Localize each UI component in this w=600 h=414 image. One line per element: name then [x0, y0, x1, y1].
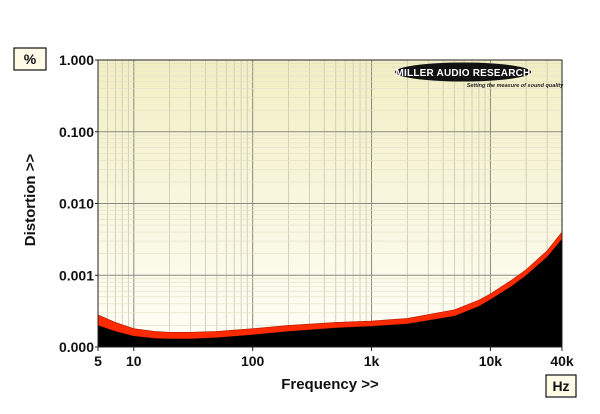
x-tick-label: 10k [479, 353, 503, 369]
x-tick-label: 1k [364, 353, 380, 369]
y-tick-label: 0.100 [59, 124, 94, 140]
x-unit-label: Hz [552, 378, 569, 394]
y-tick-label: 0.010 [59, 196, 94, 212]
y-tick-labels: 1.000 0.100 0.010 0.001 0.000 [59, 52, 98, 355]
y-unit-box [13, 47, 47, 71]
logo-tagline: Setting the measure of sound quality [467, 83, 565, 89]
y-tick-label: 0.001 [59, 267, 94, 283]
x-axis-title: Frequency >> [281, 376, 379, 393]
logo-name: MILLER AUDIO RESEARCH [396, 68, 531, 79]
distortion-area-lower [98, 239, 562, 347]
x-tick-label: 10 [126, 353, 142, 369]
x-tick-labels: 5 10 100 1k 10k 40k [94, 347, 574, 369]
y-tick-label: 0.000 [59, 339, 94, 355]
x-tick-label: 5 [94, 353, 102, 369]
y-axis-title: Distortion >> [22, 154, 39, 247]
miller-audio-research-logo: MILLER AUDIO RESEARCH Setting the measur… [395, 62, 565, 89]
x-tick-label: 40k [550, 353, 574, 369]
x-unit-box [545, 374, 577, 398]
x-tick-label: 100 [241, 353, 265, 369]
y-tick-label: 1.000 [59, 52, 94, 68]
y-unit-label: % [24, 51, 37, 67]
